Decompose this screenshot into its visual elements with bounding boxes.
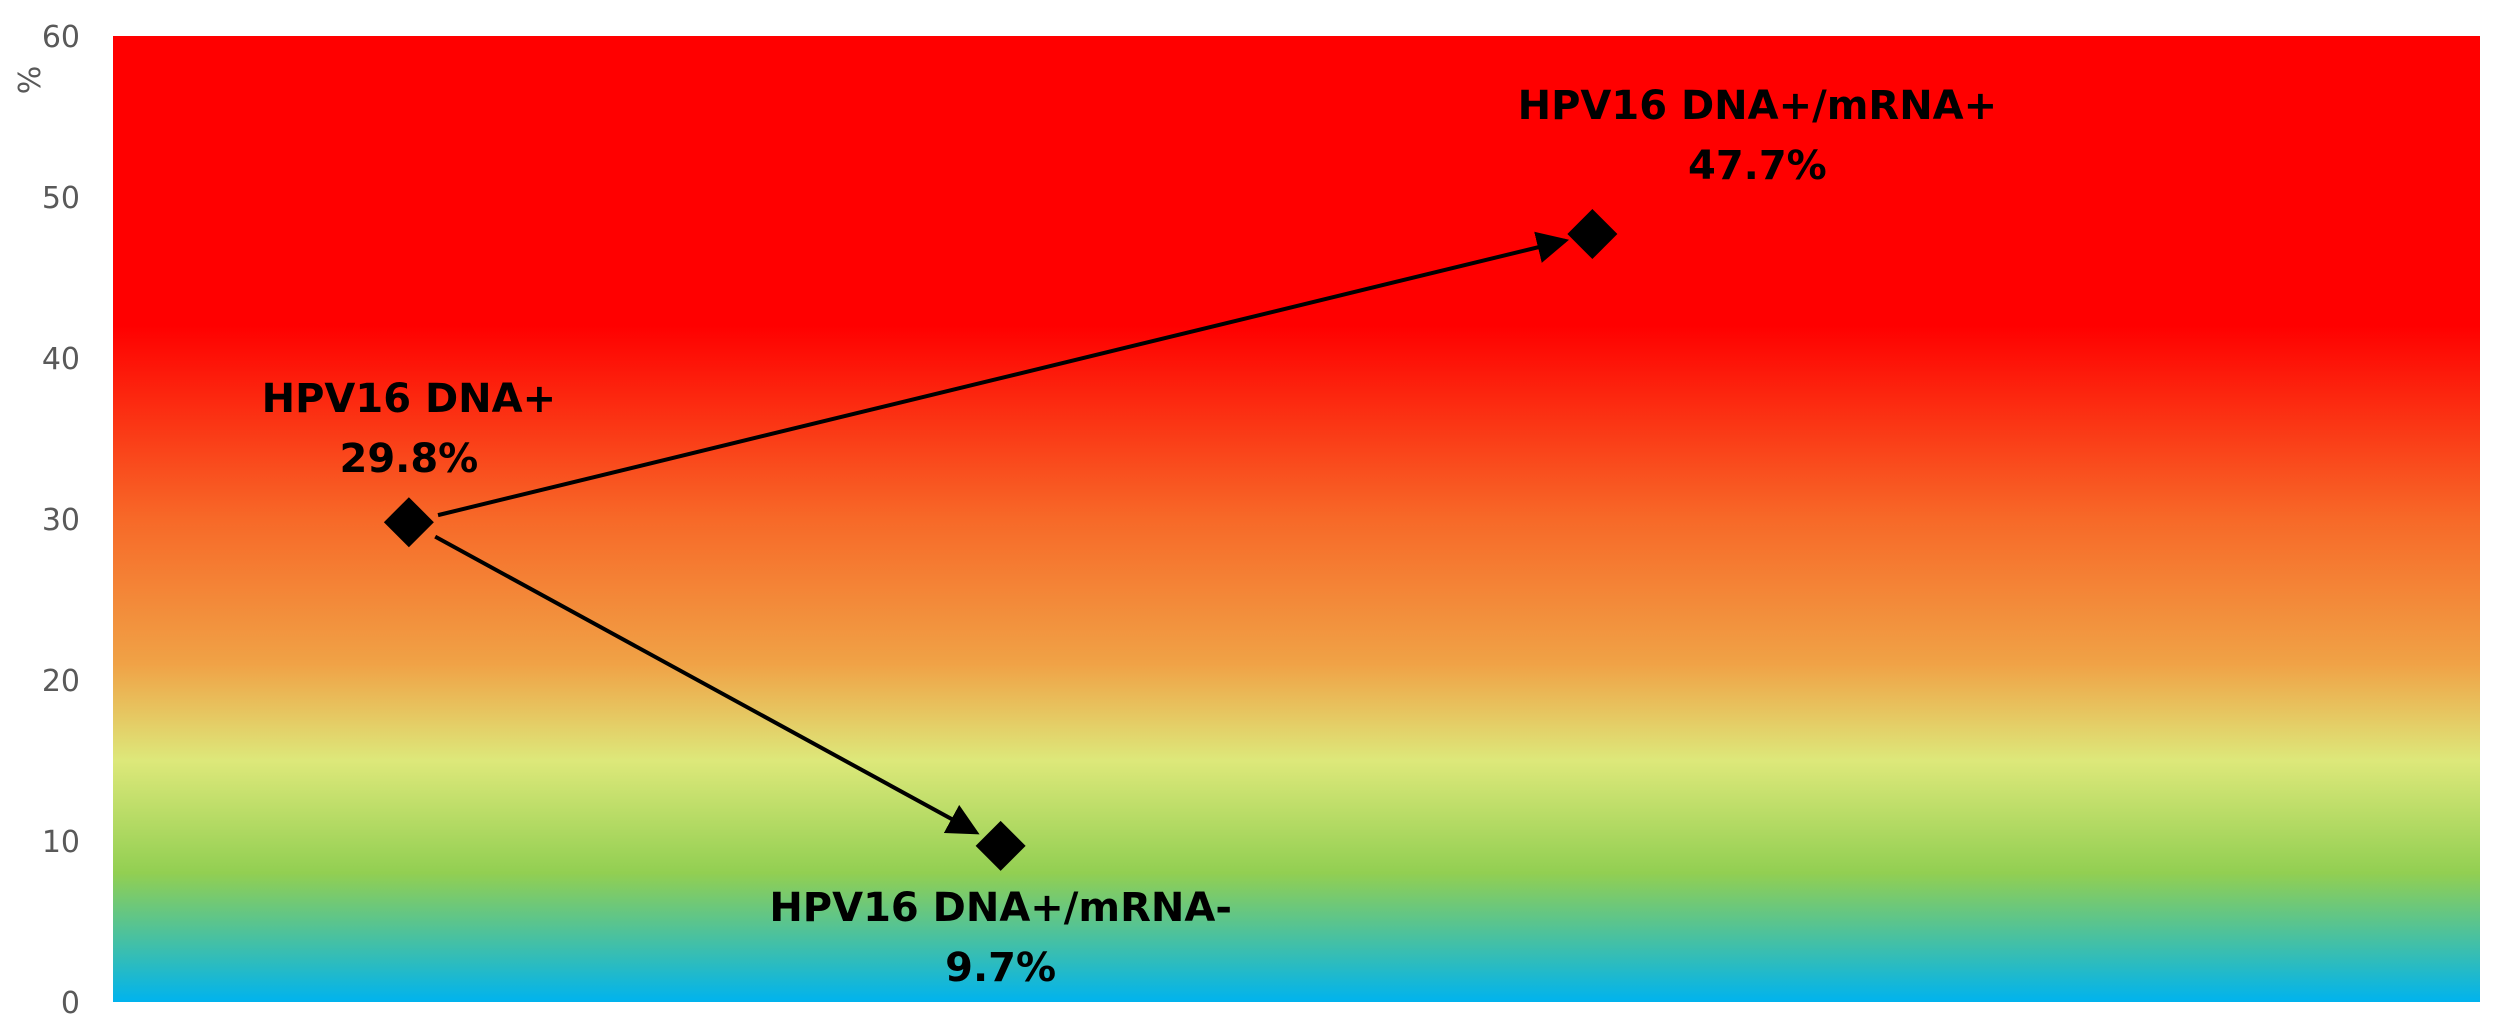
data-point-marker (383, 497, 434, 548)
y-tick-label: 0 (61, 986, 80, 1021)
y-tick-label: 60 (42, 20, 80, 55)
point-name-label: HPV16 DNA+ (262, 376, 557, 422)
y-tick-label: 30 (42, 503, 80, 538)
y-axis: 0 10 20 30 40 50 60 (42, 20, 80, 1021)
y-tick-label: 20 (42, 664, 80, 699)
y-tick-label: 50 (42, 181, 80, 216)
plot-background (113, 36, 2480, 1002)
data-point-marker (975, 820, 1026, 871)
arrows-layer (434, 231, 1570, 835)
point-name-label: HPV16 DNA+/mRNA- (769, 885, 1232, 931)
point-name-label: HPV16 DNA+/mRNA+ (1518, 83, 1998, 129)
y-tick-label: 40 (42, 342, 80, 377)
point-value-label: 9.7% (945, 945, 1056, 991)
points-layer (383, 209, 1618, 871)
y-tick-label: 10 (42, 825, 80, 860)
arrow (437, 231, 1570, 518)
y-axis-label: % (13, 66, 48, 95)
labels-layer: HPV16 DNA+ 29.8% HPV16 DNA+/mRNA+ 47.7% HPV1… (262, 83, 1998, 991)
point-value-label: 29.8% (339, 436, 478, 482)
arrow (434, 534, 980, 835)
point-value-label: 47.7% (1688, 143, 1827, 189)
data-point-marker (1567, 209, 1618, 260)
